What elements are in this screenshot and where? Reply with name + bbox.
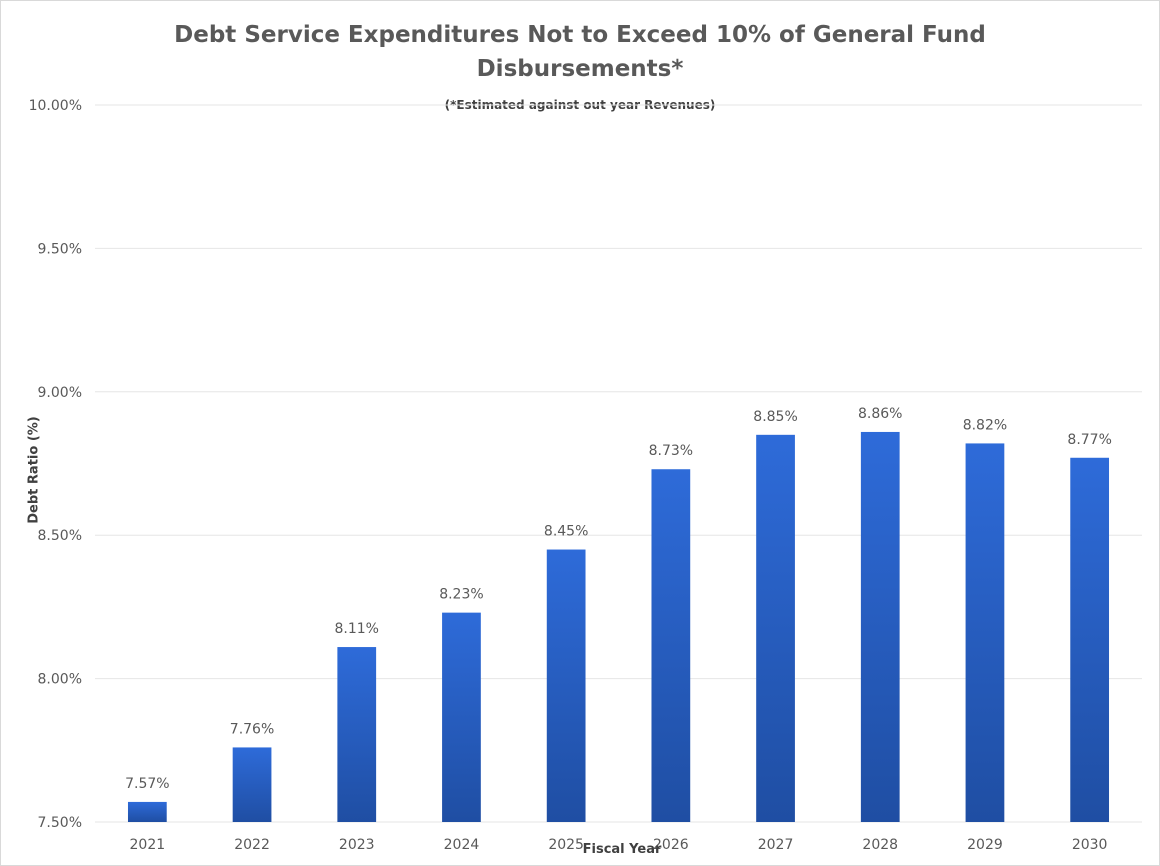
data-labels: 7.57% 7.76% 8.11% 8.23% 8.45% 8.73% 8.85% 8.86%…	[125, 406, 1112, 792]
x-axis-title: Fiscal Year	[582, 842, 662, 857]
y-axis-ticks: 7.50% 8.00% 8.50% 9.00% 9.50% 10.00%	[29, 98, 82, 831]
x-tick-label: 2026	[653, 837, 689, 853]
y-tick-label: 8.50%	[38, 528, 82, 544]
x-tick-label: 2029	[967, 837, 1003, 853]
data-label: 8.23%	[439, 587, 483, 603]
bar	[442, 612, 481, 822]
data-label: 8.82%	[963, 417, 1007, 433]
bar	[1070, 457, 1110, 822]
x-tick-label: 2021	[130, 837, 166, 853]
bar	[651, 469, 691, 822]
data-label: 8.86%	[858, 406, 902, 422]
x-tick-label: 2023	[339, 837, 375, 853]
bar	[546, 549, 586, 822]
y-tick-label: 9.50%	[38, 241, 82, 257]
x-axis-ticks: 2021 2022 2023 2024 2025 2026 2027 2028 2029 2030	[130, 837, 1108, 853]
x-tick-label: 2022	[234, 837, 270, 853]
x-tick-label: 2030	[1072, 837, 1108, 853]
data-label: 8.11%	[335, 621, 379, 637]
bars	[127, 431, 1110, 822]
data-label: 7.57%	[125, 776, 169, 792]
y-tick-label: 9.00%	[38, 385, 82, 401]
bar	[860, 431, 900, 822]
bar	[127, 801, 167, 822]
data-label: 8.77%	[1067, 432, 1111, 448]
data-label: 8.85%	[753, 409, 797, 425]
data-label: 8.45%	[544, 524, 588, 540]
data-label: 8.73%	[649, 443, 693, 459]
bar	[756, 434, 795, 822]
y-tick-label: 10.00%	[29, 98, 82, 114]
y-tick-label: 8.00%	[38, 672, 82, 688]
bar	[232, 747, 272, 822]
bar	[337, 647, 377, 822]
x-tick-label: 2027	[758, 837, 794, 853]
data-label: 7.76%	[230, 721, 274, 737]
chart-title-line-1: Debt Service Expenditures Not to Exceed …	[174, 22, 986, 48]
x-tick-label: 2028	[862, 837, 898, 853]
x-tick-label: 2024	[444, 837, 480, 853]
y-axis-title: Debt Ratio (%)	[26, 416, 42, 524]
y-tick-label: 7.50%	[38, 815, 82, 831]
x-tick-label: 2025	[548, 837, 584, 853]
chart-title-line-2: Disbursements*	[476, 56, 684, 82]
bar	[965, 443, 1005, 822]
